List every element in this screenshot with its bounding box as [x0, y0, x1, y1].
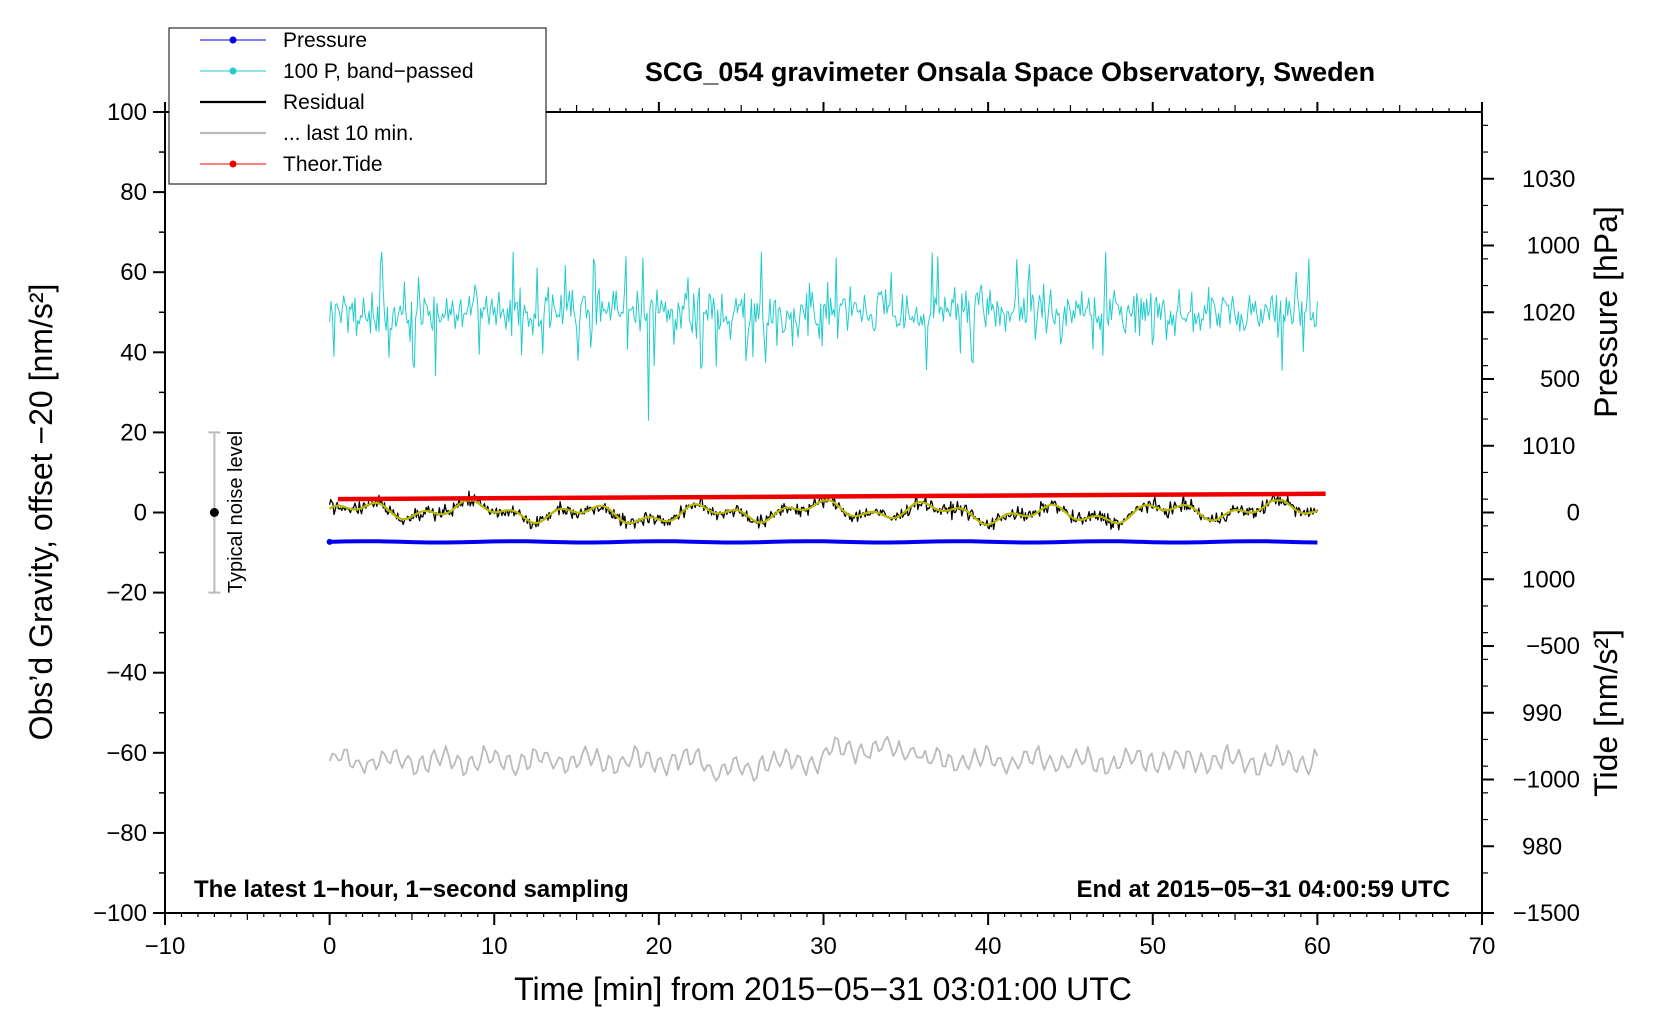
y-tick-label: 60 [120, 259, 147, 286]
x-tick-label: 70 [1469, 933, 1496, 960]
tide-tick-label: −1500 [1513, 900, 1580, 927]
tide-tick-label: −1000 [1513, 767, 1580, 794]
x-tick-label: 50 [1139, 933, 1166, 960]
pressure-tick-label: 1020 [1522, 299, 1575, 326]
y-tick-label: −20 [106, 580, 147, 607]
tide-axis-title: Tide [nm/s²] [1588, 629, 1624, 797]
pressure-tick-label: 990 [1522, 700, 1562, 727]
noise-bar-center [209, 508, 219, 517]
tide-tick-label: 0 [1567, 500, 1580, 527]
tide-axis-ticks: −1500 −1000 −500 0 500 1000 [1482, 178, 1580, 927]
residual-series [328, 490, 1319, 531]
tide-tick-label: 1000 [1527, 233, 1580, 260]
legend-swatch-marker [229, 160, 237, 168]
noise-label: Typical noise level [225, 431, 247, 593]
legend-label: Theor.Tide [283, 153, 383, 176]
legend-box [168, 27, 547, 185]
y-tick-label: −80 [106, 820, 147, 847]
tide-tick-label: 500 [1540, 366, 1580, 393]
pressure-tick-label: 980 [1522, 833, 1562, 860]
pressure-axis-ticks: 980 990 1000 1010 1020 1030 [1482, 124, 1575, 874]
x-tick-label: 20 [646, 933, 673, 960]
typical-noise-bar [208, 431, 221, 594]
chart-title: SCG_054 gravimeter Onsala Space Observat… [645, 57, 1375, 87]
band-passed-series [329, 251, 1318, 421]
x-tick-label: 0 [323, 933, 336, 960]
gravity-axis-ticks: −100 −80 −60 −40 −20 0 20 40 60 80 100 [93, 99, 165, 927]
time-axis-ticks: −10 0 10 20 30 40 50 60 70 [145, 913, 1496, 960]
legend: Pressure 100 P, band−passed Residual ... la… [168, 27, 547, 185]
legend-label: 100 P, band−passed [283, 60, 474, 83]
theoretical-tide-series [337, 491, 1326, 502]
legend-label: Pressure [283, 29, 367, 52]
pressure-start-marker [326, 538, 333, 545]
residual-smoothed-series [328, 499, 1318, 526]
end-time-note: End at 2015−05−31 04:00:59 UTC [1076, 876, 1450, 903]
x-axis-title: Time [min] from 2015−05−31 03:01:00 UTC [514, 971, 1132, 1007]
series-layer [326, 251, 1326, 782]
y-tick-label: 40 [120, 339, 147, 366]
legend-label: ... last 10 min. [283, 122, 414, 145]
sampling-note: The latest 1−hour, 1−second sampling [194, 876, 629, 903]
legend-label: Residual [283, 91, 365, 114]
legend-swatch-marker [229, 67, 237, 75]
y-tick-label: 0 [134, 500, 147, 527]
x-tick-label: 40 [975, 933, 1002, 960]
x-tick-label: 30 [810, 933, 837, 960]
last-10-min-series [328, 735, 1319, 782]
plot-frame [164, 111, 1483, 914]
pressure-series [329, 539, 1318, 545]
y-tick-label: −100 [93, 900, 147, 927]
x-tick-label: −10 [145, 933, 186, 960]
y-tick-label: 80 [120, 179, 147, 206]
pressure-tick-label: 1010 [1522, 433, 1575, 460]
tide-tick-label: −500 [1526, 633, 1580, 660]
x-tick-label: 60 [1304, 933, 1331, 960]
y-tick-label: −60 [106, 740, 147, 767]
y-axis-title: Obs’d Gravity, offset −20 [nm/s²] [23, 284, 59, 741]
pressure-tick-label: 1000 [1522, 566, 1575, 593]
pressure-axis-title: Pressure [hPa] [1588, 206, 1624, 418]
y-tick-label: −40 [106, 660, 147, 687]
y-tick-label: 100 [107, 99, 147, 126]
legend-swatch-marker [229, 36, 237, 44]
pressure-tick-label: 1030 [1522, 166, 1575, 193]
x-tick-label: 10 [481, 933, 508, 960]
y-tick-label: 20 [120, 419, 147, 446]
